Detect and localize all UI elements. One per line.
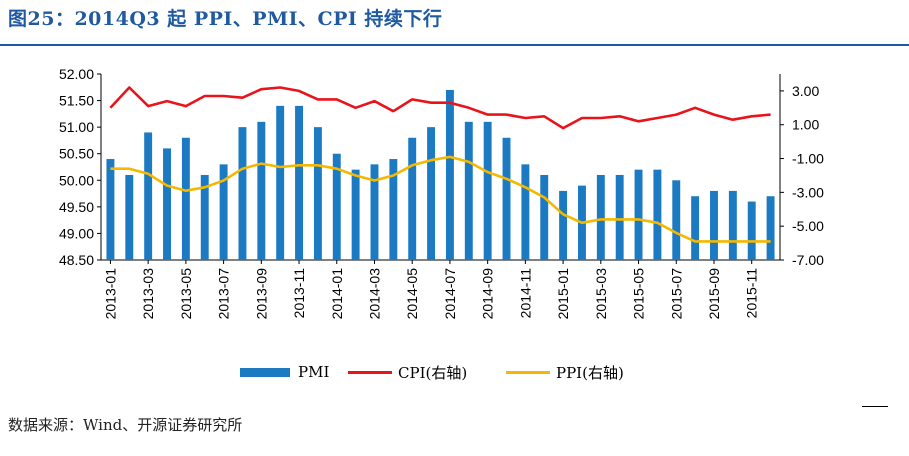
pmi-bar	[163, 148, 171, 260]
pmi-bar	[464, 121, 473, 260]
ppi-line	[110, 155, 771, 243]
x-tick-label: 2014-11	[517, 268, 533, 319]
left-y-tick-label: 49.50	[59, 199, 94, 215]
pmi-bar	[370, 164, 379, 260]
legend-swatch-pmi	[240, 367, 290, 377]
pmi-bar	[540, 174, 549, 260]
left-y-tick-label: 51.00	[59, 119, 94, 135]
pmi-bar	[257, 121, 266, 260]
x-tick-label: 2013-03	[140, 268, 156, 320]
x-tick-label: 2013-09	[253, 268, 269, 320]
pmi-bar	[728, 190, 737, 260]
pmi-bar	[672, 180, 681, 260]
right-y-tick-label: -1.00	[792, 151, 824, 167]
pmi-bar	[238, 127, 247, 261]
right-y-tick-label: 3.00	[792, 83, 819, 99]
left-y-tick-label: 49.00	[59, 225, 94, 241]
x-tick-label: 2013-05	[178, 268, 194, 320]
legend-item-pmi: PMI	[240, 360, 329, 384]
x-tick-label: 2014-07	[442, 268, 458, 320]
data-source-note: 数据来源：Wind、开源证券研究所	[8, 416, 243, 434]
legend-label-ppi: PPI(右轴)	[556, 363, 624, 382]
left-y-tick-label: 50.00	[59, 172, 94, 188]
x-tick-label: 2015-03	[593, 268, 609, 320]
corner-rule	[862, 406, 888, 407]
pmi-bar	[766, 196, 775, 260]
x-tick-label: 2013-01	[102, 268, 118, 320]
title-underline	[0, 44, 909, 46]
legend-label-cpi: CPI(右轴)	[398, 363, 468, 382]
left-y-tick-label: 51.50	[59, 93, 94, 109]
pmi-bar	[615, 174, 624, 260]
x-tick-label: 2015-11	[744, 268, 760, 319]
pmi-bar	[276, 105, 285, 260]
legend-label-pmi: PMI	[298, 363, 330, 381]
legend-swatch-ppi	[506, 370, 550, 374]
pmi-bar	[521, 164, 530, 260]
pmi-bar	[502, 137, 511, 260]
x-tick-label: 2013-07	[216, 268, 232, 320]
pmi-bar	[596, 174, 605, 260]
pmi-bar	[559, 190, 568, 260]
pmi-bar	[106, 159, 115, 260]
x-tick-label: 2014-03	[367, 268, 383, 320]
x-tick-label: 2014-09	[480, 268, 496, 320]
legend-item-ppi: PPI(右轴)	[506, 360, 624, 384]
pmi-bar	[389, 159, 398, 260]
pmi-bar	[483, 121, 492, 260]
pmi-bar	[295, 105, 304, 260]
x-tick-label: 2015-07	[668, 268, 684, 320]
legend-item-cpi: CPI(右轴)	[348, 360, 467, 384]
pmi-bar	[747, 201, 756, 260]
pmi-bar	[653, 169, 662, 260]
chart-legend: PMI CPI(右轴) PPI(右轴)	[0, 360, 909, 384]
pmi-bar	[351, 169, 360, 260]
right-y-tick-label: 1.00	[792, 117, 819, 133]
chart-title: 图25：2014Q3 起 PPI、PMI、CPI 持续下行	[8, 8, 443, 30]
pmi-bar	[710, 190, 718, 260]
combo-chart: 52.00 51.50 51.00 50.50 50.00 49.50 49.00 48.50…	[59, 66, 824, 320]
x-tick-label: 2015-09	[706, 268, 722, 320]
x-tick-label: 2014-05	[404, 268, 420, 320]
x-tick-label: 2013-11	[291, 268, 307, 319]
pmi-bar	[125, 174, 134, 260]
x-tick-label: 2014-01	[329, 268, 345, 320]
pmi-bar	[332, 153, 341, 260]
pmi-bar	[408, 137, 417, 260]
right-y-tick-label: -5.00	[792, 218, 824, 234]
pmi-bar	[144, 132, 153, 260]
pmi-bar	[634, 169, 643, 260]
pmi-bar	[427, 127, 436, 261]
left-y-tick-label: 52.00	[59, 66, 94, 82]
left-y-tick-label: 48.50	[59, 252, 94, 268]
cpi-line	[109, 86, 771, 130]
x-tick-label: 2015-01	[555, 268, 571, 320]
legend-swatch-cpi	[348, 370, 392, 374]
pmi-bar	[445, 89, 454, 260]
pmi-bar	[691, 196, 700, 260]
right-y-tick-label: -7.00	[792, 252, 824, 268]
pmi-bar	[219, 164, 228, 260]
right-y-tick-label: -3.00	[792, 184, 824, 200]
x-tick-label: 2015-05	[631, 268, 647, 320]
pmi-bar	[181, 137, 190, 260]
left-y-tick-label: 50.50	[59, 146, 94, 162]
pmi-bar	[313, 127, 322, 261]
pmi-bar	[200, 174, 209, 260]
